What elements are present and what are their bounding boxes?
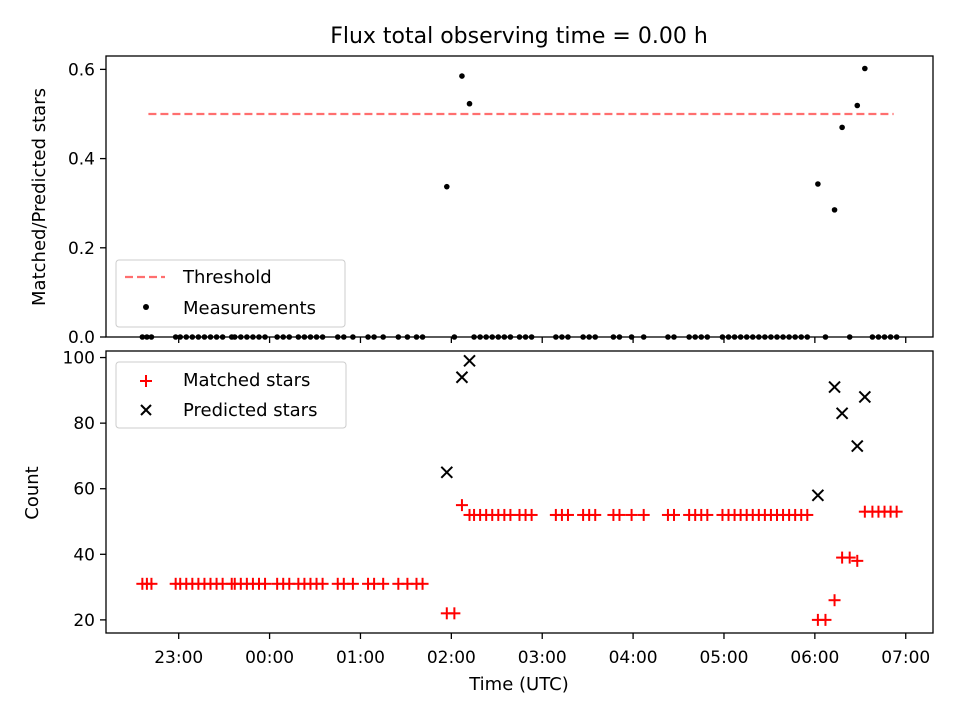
matched-star-point <box>346 577 359 590</box>
matched-star-point <box>637 508 650 521</box>
matched-star-point <box>589 508 602 521</box>
legend-matched-label: Matched stars <box>183 370 310 391</box>
x-tick-label: 06:00 <box>790 648 839 668</box>
matched-star-point <box>843 551 856 564</box>
bottom-y-tick-label: 100 <box>63 349 95 369</box>
matched-star-point <box>890 505 903 518</box>
matched-star-point <box>561 508 574 521</box>
x-tick-label: 03:00 <box>518 648 567 668</box>
top-legend: Threshold Measurements <box>115 259 346 328</box>
matched-star-point <box>525 508 538 521</box>
bottom-y-tick-label: 60 <box>73 480 95 500</box>
predicted-star-point <box>440 466 454 479</box>
predicted-star-point <box>463 354 476 368</box>
matched-star-point <box>613 508 626 521</box>
measurement-point <box>862 65 868 72</box>
measurement-point <box>839 124 845 131</box>
matched-star-point <box>828 594 841 607</box>
legend-threshold-label: Threshold <box>182 267 272 288</box>
x-tick-label: 02:00 <box>427 648 476 668</box>
x-tick-label: 07:00 <box>881 648 930 668</box>
bottom-marks <box>136 354 903 626</box>
legend-matched-swatch <box>140 375 152 387</box>
matched-star-point <box>145 577 158 590</box>
bottom-y-axis-label: Count <box>22 466 43 519</box>
matched-star-point <box>448 607 461 620</box>
x-tick-label: 04:00 <box>609 648 658 668</box>
measurement-point <box>466 100 473 107</box>
top-x-ticks <box>178 337 907 343</box>
matched-star-point <box>851 554 864 567</box>
x-tick-label: 01:00 <box>336 648 385 668</box>
bottom-legend-box <box>115 361 347 429</box>
matched-star-point <box>667 508 680 521</box>
measurement-point <box>854 102 861 109</box>
top-y-ticks: 0.0 0.2 0.4 0.6 <box>68 60 106 348</box>
x-tick-label: 23:00 <box>154 648 203 668</box>
x-tick-label: 00:00 <box>245 648 294 668</box>
matched-star-point <box>259 577 272 590</box>
matched-star-point <box>377 577 390 590</box>
bottom-y-tick-label: 40 <box>73 545 95 565</box>
measurement-point <box>815 181 821 187</box>
bottom-panel: 20 40 60 80 100 23:00 00:00 01:00 02:00 03:00 04:… <box>22 349 934 695</box>
top-y-tick-label: 0.4 <box>68 150 95 170</box>
matched-star-point <box>455 499 468 512</box>
legend-predicted-label: Predicted stars <box>183 400 317 421</box>
matched-star-point <box>701 508 714 521</box>
top-panel: 0.0 0.2 0.4 0.6 Matched/Predicted stars Thr… <box>29 55 934 348</box>
bottom-axes-frame <box>105 350 934 634</box>
bottom-x-ticks: 23:00 00:00 01:00 02:00 03:00 04:00 05:00 06:00… <box>154 633 930 668</box>
top-y-axis-label: Matched/Predicted stars <box>29 88 50 306</box>
top-y-tick-label: 0.2 <box>68 239 95 259</box>
measurement-point <box>831 207 838 213</box>
top-axes-frame <box>105 55 934 338</box>
predicted-star-point <box>455 371 469 384</box>
predicted-star-point <box>828 380 841 394</box>
legend-predicted-swatch <box>140 404 152 416</box>
x-axis-label: Time (UTC) <box>468 674 569 695</box>
matched-star-point <box>625 508 638 521</box>
legend-measurements-swatch <box>143 304 149 310</box>
chart-title: Flux total observing time = 0.00 h <box>330 24 708 49</box>
legend-measurements-label: Measurements <box>183 298 316 319</box>
bottom-y-tick-label: 20 <box>73 611 95 631</box>
x-tick-label: 05:00 <box>699 648 748 668</box>
top-legend-box <box>115 259 346 328</box>
bottom-y-tick-label: 80 <box>73 414 95 434</box>
bottom-y-ticks: 20 40 60 80 100 <box>63 349 106 631</box>
bottom-legend: Matched stars Predicted stars <box>115 361 347 429</box>
matched-star-point <box>316 577 329 590</box>
top-y-tick-label: 0.6 <box>68 60 95 80</box>
top-y-tick-label: 0.0 <box>68 328 95 348</box>
measurement-point <box>443 183 450 190</box>
matched-star-point <box>801 508 814 521</box>
predicted-star-point <box>811 489 825 502</box>
predicted-star-point <box>858 390 872 404</box>
matched-star-point <box>819 613 832 626</box>
matched-star-point <box>416 577 429 590</box>
measurement-point <box>459 73 465 79</box>
predicted-star-point <box>851 439 864 453</box>
predicted-star-point <box>835 407 849 420</box>
